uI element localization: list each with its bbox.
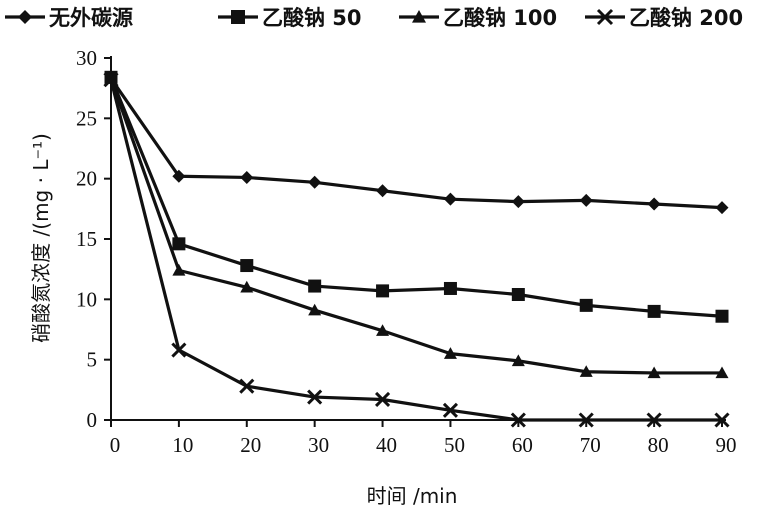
x-tick-label: 0	[110, 433, 121, 457]
series-line	[109, 76, 723, 318]
data-point	[646, 412, 662, 428]
data-point	[511, 354, 525, 367]
x-tick-label: 50	[444, 433, 465, 457]
data-point	[308, 303, 322, 316]
legend-item-3: 乙酸钠 100	[399, 6, 557, 30]
data-point	[647, 304, 661, 318]
data-point	[647, 366, 661, 379]
data-point	[308, 279, 322, 293]
data-point	[308, 175, 322, 189]
data-point	[510, 412, 526, 428]
y-tick-label: 5	[87, 348, 98, 372]
legend-marker	[18, 10, 32, 24]
data-point	[172, 169, 186, 183]
x-tick-label: 20	[240, 433, 261, 457]
data-point	[376, 184, 390, 198]
x-axis-title: 时间 /min	[367, 484, 458, 508]
y-tick-label: 15	[76, 227, 97, 251]
data-point	[715, 201, 729, 215]
data-point	[578, 412, 594, 428]
y-tick-label: 30	[76, 46, 97, 70]
x-tick-label: 10	[172, 433, 193, 457]
data-point	[307, 389, 323, 405]
data-point	[443, 281, 457, 295]
legend: 无外碳源 乙酸钠 50 乙酸钠 100 乙酸钠 200	[5, 6, 743, 30]
data-point	[647, 197, 661, 211]
x-tick-label: 70	[580, 433, 601, 457]
series-3	[104, 72, 729, 379]
data-point	[240, 170, 254, 184]
data-point	[714, 412, 730, 428]
data-point	[374, 391, 391, 408]
data-point	[376, 324, 390, 336]
data-point	[511, 195, 525, 209]
y-tick-label: 0	[87, 408, 98, 432]
legend-label: 无外碳源	[49, 6, 133, 30]
data-point	[376, 284, 390, 298]
y-axis-title: 硝酸氮浓度 /(mg · L⁻¹)	[29, 133, 53, 343]
series-1	[104, 72, 729, 215]
axes: 0 5 10 15 20 25 30 0 10 20 30 40 50 60 70 80 90	[76, 46, 737, 457]
data-point	[240, 280, 254, 293]
y-tick-label: 20	[76, 167, 97, 191]
series-2	[104, 70, 729, 323]
data-point	[240, 259, 254, 273]
data-point	[443, 192, 457, 206]
legend-item-1: 无外碳源	[5, 6, 133, 30]
legend-marker	[412, 10, 426, 23]
legend-item-4: 乙酸钠 200	[585, 6, 743, 30]
data-point	[715, 366, 729, 379]
data-point	[172, 237, 186, 251]
data-point	[172, 263, 186, 276]
legend-item-2: 乙酸钠 50	[218, 6, 362, 30]
legend-label: 乙酸钠 100	[443, 6, 557, 30]
x-tick-label: 60	[512, 433, 533, 457]
data-point	[579, 298, 593, 312]
legend-label: 乙酸钠 200	[629, 6, 743, 30]
data-point	[443, 347, 457, 359]
data-point	[239, 378, 255, 394]
data-point	[579, 365, 593, 377]
legend-label: 乙酸钠 50	[262, 6, 362, 30]
x-tick-label: 90	[716, 433, 737, 457]
x-tick-label: 40	[376, 433, 397, 457]
x-tick-label: 80	[648, 433, 669, 457]
series-line	[109, 79, 722, 422]
series-layer	[103, 70, 730, 428]
data-point	[511, 288, 525, 302]
series-line	[109, 77, 722, 375]
data-point	[103, 72, 119, 88]
y-tick-label: 10	[76, 287, 97, 311]
y-tick-label: 25	[76, 106, 97, 130]
series-line	[109, 77, 723, 210]
legend-marker	[596, 8, 614, 26]
data-point	[715, 309, 729, 323]
data-point	[579, 193, 593, 207]
x-tick-label: 30	[308, 433, 329, 457]
data-point	[171, 342, 187, 358]
legend-marker	[231, 10, 245, 24]
data-point	[442, 402, 459, 418]
series-4	[103, 72, 730, 428]
